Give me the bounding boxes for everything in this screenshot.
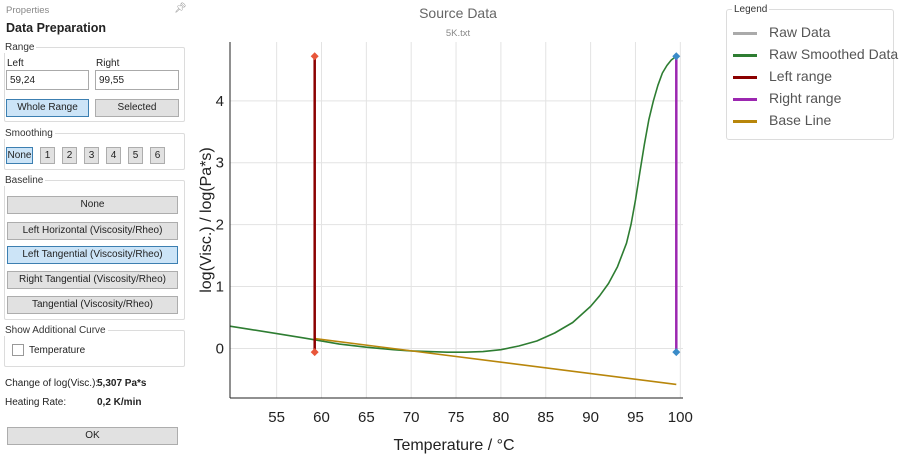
- baseline-left-tangential-button[interactable]: Left Tangential (Viscosity/Rheo): [7, 246, 178, 264]
- temperature-checkbox-label: Temperature: [29, 345, 86, 356]
- x-axis-label: Temperature / °C: [393, 437, 514, 454]
- legend-swatch-raw-data: [733, 32, 757, 35]
- axes: [229, 42, 683, 399]
- legend-swatch-right-range: [733, 98, 757, 101]
- x-tick-label: 60: [313, 409, 330, 426]
- additional-curve-group: Show Additional Curve: [4, 325, 185, 367]
- legend-swatch-base-line: [733, 120, 757, 123]
- change-of-viscosity-value: 5,307 Pa*s: [97, 378, 147, 389]
- right-range-input[interactable]: [95, 70, 179, 90]
- legend-item-right-range[interactable]: Right range: [733, 89, 893, 109]
- x-tick-label: 70: [403, 409, 420, 426]
- smoothing-group-legend: Smoothing: [5, 128, 53, 139]
- heating-rate-label: Heating Rate:: [5, 397, 67, 408]
- x-tick-label: 65: [358, 409, 375, 426]
- x-tick-label: 80: [493, 409, 510, 426]
- range-marker-point: [310, 52, 319, 61]
- pin-icon[interactable]: 📌︎: [174, 3, 187, 14]
- legend-label-raw-smoothed-data: Raw Smoothed Data: [769, 46, 899, 62]
- smoothing-group: Smoothing: [4, 128, 185, 170]
- smoothing-option-3[interactable]: 3: [84, 147, 99, 164]
- y-tick-label: 3: [216, 155, 224, 172]
- y-tick-label: 2: [216, 217, 224, 234]
- smoothing-option-1[interactable]: 1: [40, 147, 55, 164]
- temperature-checkbox[interactable]: [12, 344, 24, 356]
- smoothing-option-4[interactable]: 4: [106, 147, 121, 164]
- baseline-none-button[interactable]: None: [7, 196, 178, 214]
- panel-header: Properties: [6, 5, 50, 16]
- left-range-input[interactable]: [6, 70, 89, 90]
- legend-label-right-range: Right range: [769, 90, 842, 106]
- legend-item-raw-smoothed-data[interactable]: Raw Smoothed Data: [733, 45, 898, 65]
- smoothing-option-2[interactable]: 2: [62, 147, 77, 164]
- legend-swatch-left-range: [733, 76, 757, 79]
- range-marker-point: [672, 348, 681, 357]
- whole-range-button[interactable]: Whole Range: [6, 99, 89, 117]
- baseline-right-tangential-button[interactable]: Right Tangential (Viscosity/Rheo): [7, 271, 178, 289]
- legend-label-left-range: Left range: [769, 68, 833, 84]
- range-group-legend: Range: [5, 42, 35, 53]
- y-tick-label: 1: [216, 279, 224, 296]
- line-chart[interactable]: Source Data 5K.txt Temperature / °C log(…: [190, 0, 710, 456]
- baseline-left-horizontal-button[interactable]: Left Horizontal (Viscosity/Rheo): [7, 222, 178, 240]
- chart-title: Source Data: [419, 5, 497, 21]
- panel-title: Data Preparation: [6, 21, 107, 35]
- legend-label-raw-data: Raw Data: [769, 24, 831, 40]
- baseline-tangential-button[interactable]: Tangential (Viscosity/Rheo): [7, 296, 178, 314]
- x-tick-label: 90: [582, 409, 599, 426]
- x-tick-label: 85: [537, 409, 554, 426]
- change-of-viscosity-label: Change of log(Visc.):: [5, 378, 99, 389]
- series-layer: [229, 55, 678, 386]
- y-axis-label: log(Visc.) / log(Pa*s): [198, 147, 215, 293]
- legend-item-raw-data[interactable]: Raw Data: [733, 23, 893, 43]
- heating-rate-value: 0,2 K/min: [97, 397, 142, 408]
- legend-item-base-line[interactable]: Base Line: [733, 111, 893, 131]
- y-tick-label: 4: [216, 93, 224, 110]
- legend-label-base-line: Base Line: [769, 112, 832, 128]
- chart-subtitle: 5K.txt: [446, 28, 471, 39]
- range-marker-point: [310, 348, 319, 357]
- baseline-group: Baseline: [4, 175, 185, 320]
- series-base-line: [314, 337, 677, 386]
- ok-button[interactable]: OK: [7, 427, 178, 445]
- right-label: Right: [96, 58, 120, 69]
- smoothing-option-none[interactable]: None: [6, 147, 33, 164]
- tick-labels: 55 60 65 70 75 80 85 90 95 100 0 1 2 3 4: [216, 93, 693, 426]
- legend-swatch-raw-smoothed-data: [733, 54, 757, 57]
- additional-curve-group-legend: Show Additional Curve: [5, 325, 106, 336]
- range-marker-point: [672, 52, 681, 61]
- x-tick-label: 55: [268, 409, 285, 426]
- x-tick-label: 75: [448, 409, 465, 426]
- grid-lines: [230, 42, 683, 398]
- chart-area: Source Data 5K.txt Temperature / °C log(…: [190, 0, 710, 456]
- left-label: Left: [7, 58, 24, 69]
- smoothing-option-6[interactable]: 6: [150, 147, 165, 164]
- baseline-group-legend: Baseline: [5, 175, 44, 186]
- smoothing-option-5[interactable]: 5: [128, 147, 143, 164]
- series-raw-smoothed-data: [229, 55, 677, 354]
- x-tick-label: 95: [627, 409, 644, 426]
- legend-caption: Legend: [732, 4, 770, 15]
- legend-item-left-range[interactable]: Left range: [733, 67, 893, 87]
- selected-range-button[interactable]: Selected: [95, 99, 179, 117]
- y-tick-label: 0: [216, 340, 224, 357]
- properties-panel: Properties 📌︎ Data Preparation Range Lef…: [0, 0, 189, 456]
- x-tick-label: 100: [668, 409, 693, 426]
- range-group: Range: [4, 42, 185, 122]
- legend: Legend Raw Data Raw Smoothed Data Left r…: [726, 4, 898, 140]
